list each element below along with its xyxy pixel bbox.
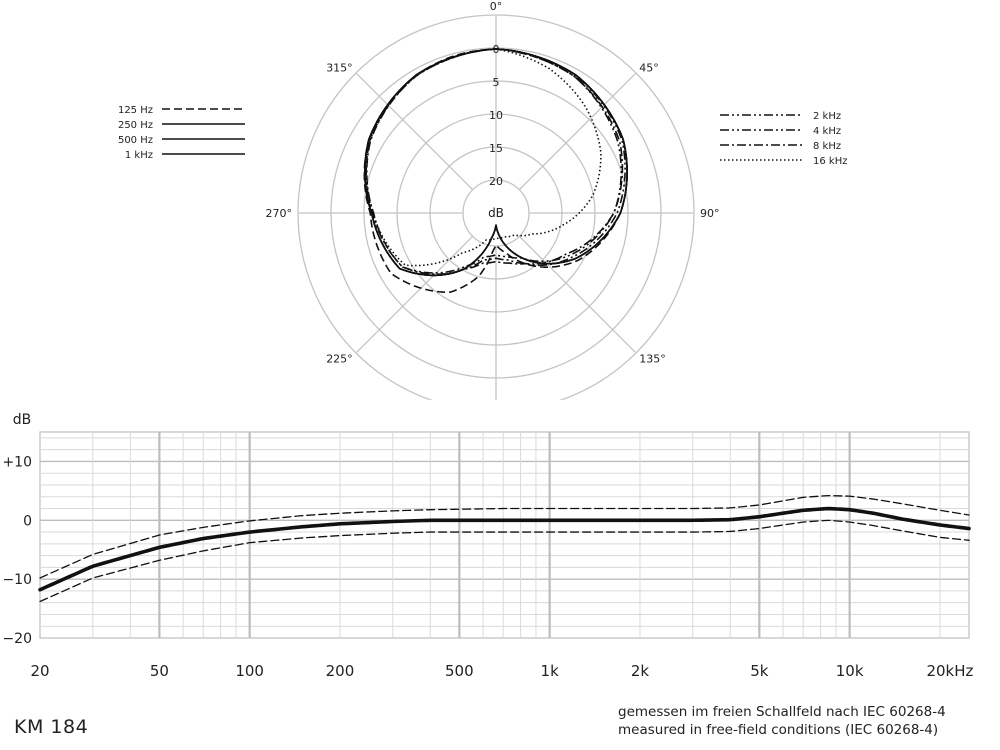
polar-angle-label: 45°: [639, 62, 659, 75]
legend-left-label: 1 kHz: [125, 150, 153, 161]
legend-left-label: 250 Hz: [118, 120, 153, 131]
model-name: KM 184: [14, 716, 89, 738]
polar-ring-label: 10: [489, 109, 503, 122]
polar-grid-ring: [297, 14, 695, 400]
freq-y-tick-label: 0: [23, 513, 32, 529]
freq-curve-tolerance-upper: [39, 494, 970, 579]
freq-x-tick-labels: 20 50 100 200 500 1k 2k 5k 10k 20kHz: [30, 662, 973, 680]
polar-angle-labels: 0°45°90°135°180°225°270°315°: [266, 0, 720, 365]
polar-angle-label: 315°: [326, 62, 353, 75]
freq-curve-tolerance-lower: [39, 519, 970, 603]
polar-angle-label: 270°: [266, 207, 293, 220]
polar-angle-label: 0°: [490, 0, 503, 13]
polar-angle-label: 225°: [326, 352, 353, 365]
polar-legend-right: 2 kHz 4 kHz 8 kHz 16 kHz: [720, 111, 847, 167]
freq-y-tick-label: +10: [2, 454, 32, 470]
polar-legend-left: 125 Hz 250 Hz 500 Hz 1 kHz: [118, 105, 245, 161]
freq-curve-response: [38, 506, 971, 592]
freq-x-tick-label: 2k: [631, 662, 650, 680]
polar-grid-spoke: [518, 73, 636, 191]
legend-right-label: 8 kHz: [813, 141, 841, 152]
polar-curves: [363, 48, 628, 293]
legend-left-label: 125 Hz: [118, 105, 153, 116]
freq-x-tick-label: 10k: [836, 662, 864, 680]
polar-curve-4-khz: [365, 48, 623, 274]
freq-x-tick-label: 100: [235, 662, 264, 680]
polar-grid: [297, 14, 695, 400]
polar-ring-label: 15: [489, 142, 503, 155]
polar-angle-label: 135°: [639, 352, 666, 365]
legend-right-label: 4 kHz: [813, 126, 841, 137]
freq-x-tick-label: 20: [30, 662, 49, 680]
legend-right-label: 2 kHz: [813, 111, 841, 122]
freq-y-tick-labels: dB +10 0 −10 −20: [2, 412, 32, 647]
freq-x-tick-label: 500: [445, 662, 474, 680]
polar-curve-2-khz: [364, 48, 626, 277]
polar-unit-label: dB: [488, 206, 504, 220]
polar-ring-label: 5: [493, 76, 500, 89]
freq-grid: [39, 431, 970, 639]
freq-x-tick-label: 5k: [750, 662, 769, 680]
freq-x-tick-label: 1k: [541, 662, 560, 680]
freq-y-axis-label: dB: [13, 412, 32, 428]
frequency-response-chart: dB +10 0 −10 −20 20 50 100 200 500 1k 2k 5k 10k 20kHz: [2, 412, 973, 680]
freq-frame: [39, 431, 970, 639]
polar-grid-spoke: [356, 73, 474, 191]
polar-angle-label: 90°: [700, 207, 720, 220]
freq-curves: [38, 494, 971, 603]
legend-right-label: 16 kHz: [813, 156, 847, 167]
freq-x-tick-label: 50: [150, 662, 169, 680]
measurement-note-en: measured in free-field conditions (IEC 6…: [618, 722, 939, 738]
polar-ring-label: 20: [489, 175, 503, 188]
freq-x-tick-label: 20kHz: [926, 662, 973, 680]
freq-y-tick-label: −20: [2, 631, 32, 647]
legend-left-label: 500 Hz: [118, 135, 153, 146]
freq-x-tick-label: 200: [326, 662, 355, 680]
measurement-note-de: gemessen im freien Schallfeld nach IEC 6…: [618, 704, 946, 720]
freq-y-tick-label: −10: [2, 572, 32, 588]
polar-grid-spoke: [356, 235, 474, 353]
polar-grid-spoke: [518, 235, 636, 353]
